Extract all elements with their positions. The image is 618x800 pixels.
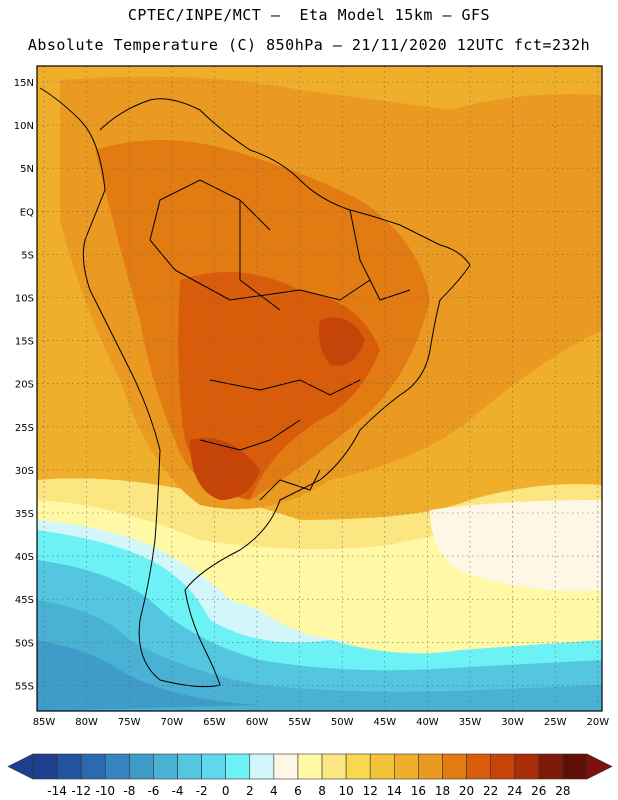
- longitude-label: 85W: [33, 717, 56, 728]
- longitude-label: 60W: [246, 717, 269, 728]
- colorbar-swatch: [201, 753, 226, 780]
- colorbar-boxes: [7, 753, 613, 780]
- colorbar-swatch: [345, 753, 371, 780]
- colorbar-tick-label: 18: [435, 784, 450, 798]
- longitude-label: 30W: [501, 717, 524, 728]
- colorbar-swatch: [297, 753, 323, 780]
- temperature-field: [37, 66, 602, 711]
- colorbar-swatch: [56, 753, 82, 780]
- colorbar-swatch: [369, 753, 395, 780]
- colorbar-swatch: [249, 753, 275, 780]
- longitude-label: 80W: [75, 717, 98, 728]
- colorbar-tick-label: 22: [483, 784, 498, 798]
- colorbar-overflow-arrow: [586, 753, 613, 780]
- colorbar-swatch: [273, 753, 299, 780]
- colorbar-tick-label: 14: [387, 784, 402, 798]
- colorbar-swatch: [153, 753, 178, 780]
- colorbar-tick-label: 24: [507, 784, 522, 798]
- colorbar-tick-label: 6: [294, 784, 302, 798]
- colorbar-tick-label: 10: [338, 784, 353, 798]
- colorbar-tick-label: 2: [246, 784, 254, 798]
- latitude-label: 35S: [15, 509, 34, 520]
- colorbar-swatch: [562, 753, 588, 780]
- latitude-label: 5S: [21, 250, 34, 261]
- colorbar-tick-label: 12: [363, 784, 378, 798]
- latitude-label: 20S: [15, 380, 34, 391]
- longitude-label: 50W: [331, 717, 354, 728]
- colorbar-swatch: [394, 753, 419, 780]
- colorbar-swatch: [490, 753, 516, 780]
- longitude-label: 25W: [544, 717, 567, 728]
- colorbar-underflow-arrow: [7, 753, 34, 780]
- colorbar-swatch: [32, 753, 58, 780]
- colorbar-swatch: [80, 753, 106, 780]
- colorbar-tick-label: 4: [270, 784, 278, 798]
- latitude-label: 15S: [15, 337, 34, 348]
- latitude-label: 30S: [15, 466, 34, 477]
- colorbar-tick-label: -12: [71, 784, 91, 798]
- longitude-label: 70W: [160, 717, 183, 728]
- colorbar-swatch: [466, 753, 491, 780]
- coastlines: [39, 87, 471, 688]
- colorbar-swatch: [177, 753, 202, 780]
- longitude-label: 40W: [416, 717, 439, 728]
- latitude-label: 40S: [15, 552, 34, 563]
- colorbar-ticks: -14 -12 -10 -8 -6 -4 -2 0 2 4 6 8 10 12 14 16 18 20 22 24 26…: [47, 784, 570, 798]
- latitude-label: EQ: [20, 207, 34, 218]
- longitude-labels: 85W 80W 75W 70W 65W 60W 55W 50W 45W 40W 35W 30W 25W 2…: [33, 717, 610, 728]
- colorbar-swatch: [129, 753, 154, 780]
- colorbar-tick-label: 0: [222, 784, 230, 798]
- map-title-line-1: CPTEC/INPE/MCT – Eta Model 15km – GFS: [127, 6, 491, 24]
- colorbar-tick-label: 16: [411, 784, 426, 798]
- longitude-label: 20W: [586, 717, 609, 728]
- colorbar-swatch: [514, 753, 540, 780]
- colorbar-tick-label: 8: [318, 784, 326, 798]
- colorbar-tick-label: -8: [123, 784, 135, 798]
- colorbar-swatch: [104, 753, 130, 780]
- colorbar-tick-label: 20: [459, 784, 474, 798]
- latitude-labels: 15N 10N 5N EQ 5S 10S 15S 20S 25S 30S 35S 40S 45S 50S 5…: [14, 78, 34, 692]
- latitude-label: 25S: [15, 423, 34, 434]
- latitude-label: 10S: [15, 294, 34, 305]
- colorbar-tick-label: -10: [95, 784, 115, 798]
- latitude-label: 10N: [14, 121, 34, 132]
- longitude-label: 75W: [118, 717, 141, 728]
- graticule: [37, 66, 602, 711]
- latitude-label: 45S: [15, 595, 34, 606]
- longitude-label: 35W: [459, 717, 482, 728]
- colorbar-tick-label: -14: [47, 784, 67, 798]
- latitude-label: 15N: [14, 78, 34, 89]
- latitude-label: 55S: [15, 681, 34, 692]
- longitude-label: 45W: [373, 717, 396, 728]
- longitude-label: 55W: [288, 717, 311, 728]
- colorbar-tick-label: 28: [555, 784, 570, 798]
- longitude-label: 65W: [203, 717, 226, 728]
- latitude-label: 50S: [15, 638, 34, 649]
- colorbar-tick-label: 26: [531, 784, 546, 798]
- latitude-label: 5N: [20, 164, 34, 175]
- colorbar-swatch: [321, 753, 347, 780]
- map-frame: [36, 65, 603, 712]
- colorbar-tick-label: -6: [147, 784, 159, 798]
- colorbar-swatch: [538, 753, 564, 780]
- map-title-line-2: Absolute Temperature (C) 850hPa – 21/11/…: [27, 36, 591, 54]
- colorbar-swatch: [418, 753, 443, 780]
- colorbar-tick-label: -2: [196, 784, 208, 798]
- colorbar-tick-label: -4: [172, 784, 184, 798]
- colorbar-swatch: [442, 753, 467, 780]
- colorbar-swatch: [225, 753, 251, 780]
